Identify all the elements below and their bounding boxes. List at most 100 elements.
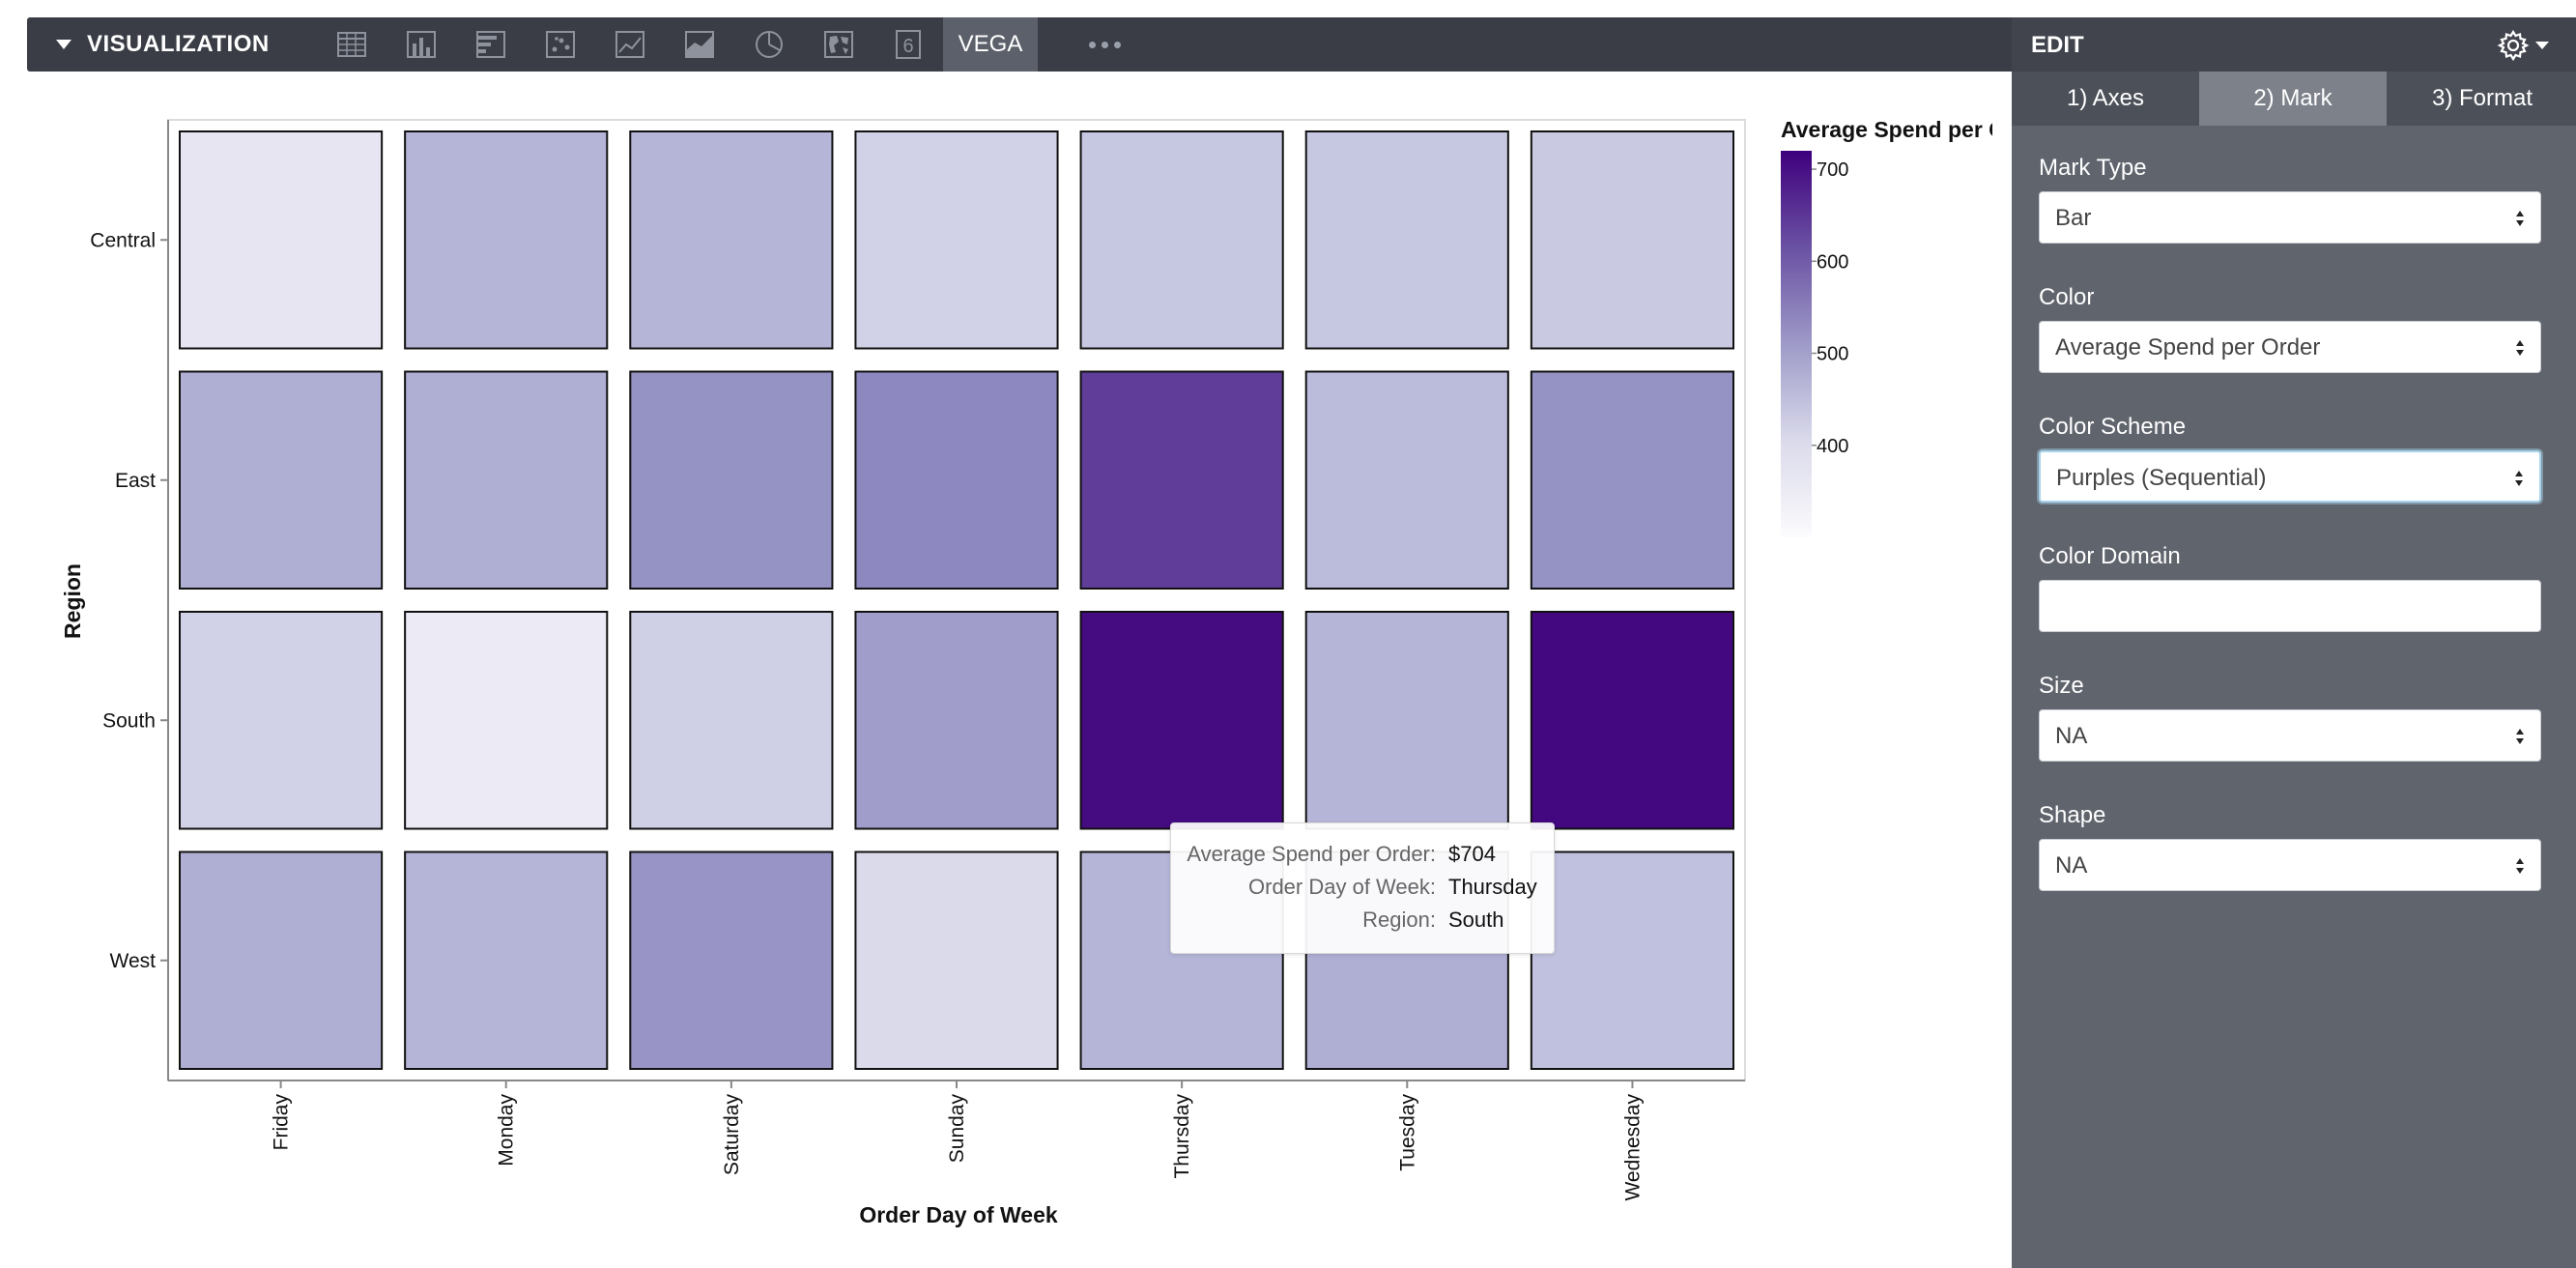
select-arrows-icon	[2515, 471, 2523, 486]
heatmap-chart: Central East South West Friday Monday Saturda…	[0, 72, 2010, 1268]
heatmap-cell	[404, 130, 609, 350]
color-value: Average Spend per Order	[2055, 334, 2321, 360]
legend-tick-label: 500	[1817, 344, 1848, 365]
tab-format[interactable]: 3) Format	[2431, 85, 2533, 111]
edit-tabs: 1) Axes 2) Mark 3) Format	[2012, 72, 2576, 126]
heatmap-cell	[1079, 130, 1284, 350]
tab-axes[interactable]: 1) Axes	[2066, 85, 2145, 111]
heatmap-cell	[1304, 611, 1509, 830]
heatmap-cell	[1530, 850, 1735, 1070]
heatmap-cell	[1530, 130, 1735, 350]
y-axis-title: Region	[60, 563, 85, 639]
heatmap-cell	[404, 850, 609, 1070]
heatmap-cell	[629, 370, 834, 590]
area-chart-icon	[685, 31, 714, 58]
heatmap-cell	[854, 370, 1059, 590]
heatmap-cell	[1304, 370, 1509, 590]
color-legend: Average Spend per Order 400 500 600 700	[1781, 117, 1992, 537]
legend-tick-label: 400	[1817, 436, 1848, 457]
tooltip-row: Average Spend per Order: $704	[1171, 842, 1554, 875]
size-value: NA	[2055, 723, 2088, 749]
color-select[interactable]: Average Spend per Order	[2039, 321, 2541, 373]
heatmap-cell	[854, 130, 1059, 350]
shape-label: Shape	[2039, 802, 2106, 828]
y-tick-label: South	[102, 709, 156, 732]
tooltip-value: South	[1448, 908, 1504, 932]
x-tick-label: Tuesday	[1396, 1094, 1418, 1171]
area-chart-button[interactable]	[665, 17, 734, 72]
heatmap-cell	[1304, 130, 1509, 350]
heatmap-cell	[1079, 611, 1284, 830]
single-value-glyph: 6	[902, 36, 913, 57]
settings-menu-button[interactable]	[2497, 27, 2555, 64]
select-arrows-icon	[2516, 858, 2524, 874]
size-select[interactable]: NA	[2039, 709, 2541, 762]
select-arrows-icon	[2516, 211, 2524, 226]
heatmap-cell	[179, 370, 384, 590]
mark-type-select[interactable]: Bar	[2039, 191, 2541, 244]
shape-value: NA	[2055, 852, 2088, 879]
mark-type-value: Bar	[2055, 205, 2092, 231]
shape-select[interactable]: NA	[2039, 839, 2541, 891]
table-icon	[337, 32, 366, 57]
map-icon	[824, 31, 853, 58]
table-chart-button[interactable]	[317, 17, 386, 72]
caret-down-icon	[56, 40, 72, 49]
tooltip: Average Spend per Order: $704 Order Day …	[1170, 822, 1555, 954]
visualization-title: VISUALIZATION	[87, 31, 270, 57]
edit-panel-header: EDIT	[2012, 17, 2576, 72]
tooltip-value: $704	[1448, 842, 1496, 866]
more-options-button[interactable]	[1071, 17, 1138, 72]
y-tick-label: East	[115, 470, 156, 492]
visualization-collapse-toggle[interactable]: VISUALIZATION	[27, 17, 317, 72]
x-tick-label: Wednesday	[1621, 1094, 1644, 1201]
heatmap-cell	[179, 130, 384, 350]
legend-tick-label: 700	[1817, 159, 1848, 181]
vega-chart-button[interactable]: VEGA	[943, 17, 1038, 72]
line-chart-icon	[615, 31, 644, 58]
select-arrows-icon	[2516, 729, 2524, 744]
x-tick-label: Thursday	[1171, 1094, 1193, 1179]
color-label: Color	[2039, 284, 2095, 310]
x-tick-label: Monday	[496, 1094, 518, 1167]
heatmap-cell	[854, 611, 1059, 830]
edit-panel-title: EDIT	[2031, 32, 2084, 58]
single-value-button[interactable]: 6	[873, 17, 943, 72]
scatter-chart-button[interactable]	[526, 17, 595, 72]
heatmap-cell	[404, 611, 609, 830]
color-scheme-value: Purples (Sequential)	[2056, 465, 2267, 491]
line-chart-button[interactable]	[595, 17, 665, 72]
heatmap-cell	[1530, 370, 1735, 590]
y-tick-label: West	[110, 950, 157, 972]
pie-chart-icon	[756, 31, 783, 58]
bar-chart-button[interactable]	[456, 17, 526, 72]
dot-icon	[1113, 41, 1121, 48]
heatmap-cell	[1079, 370, 1284, 590]
tooltip-key: Region:	[1362, 908, 1436, 932]
tooltip-key: Order Day of Week:	[1248, 875, 1436, 899]
horizontal-bar-icon	[476, 31, 505, 58]
heatmap-cell	[404, 370, 609, 590]
heatmap-svg: Central East South West Friday Monday Saturda…	[60, 117, 1992, 1227]
size-label: Size	[2039, 673, 2084, 699]
tooltip-key: Average Spend per Order:	[1187, 842, 1436, 866]
tooltip-value: Thursday	[1448, 875, 1537, 899]
color-scheme-select[interactable]: Purples (Sequential)	[2039, 450, 2541, 503]
color-domain-input[interactable]	[2039, 580, 2541, 632]
gear-icon	[2497, 29, 2530, 62]
x-axis-title: Order Day of Week	[859, 1202, 1058, 1227]
heatmap-cell	[629, 611, 834, 830]
pie-chart-button[interactable]	[734, 17, 804, 72]
heatmap-cell	[179, 611, 384, 830]
color-domain-label: Color Domain	[2039, 543, 2181, 569]
tab-mark[interactable]: 2) Mark	[2199, 72, 2387, 126]
x-tick-label: Friday	[271, 1094, 293, 1151]
x-tick-label: Sunday	[946, 1094, 968, 1164]
visualization-toolbar: VISUALIZATION 6 VEGA	[27, 17, 2012, 72]
legend-gradient-bar	[1781, 151, 1812, 537]
tooltip-row: Region: South	[1171, 908, 1554, 940]
column-chart-button[interactable]	[386, 17, 456, 72]
dot-icon	[1088, 41, 1096, 48]
chevron-down-icon	[2535, 42, 2549, 49]
map-chart-button[interactable]	[804, 17, 873, 72]
